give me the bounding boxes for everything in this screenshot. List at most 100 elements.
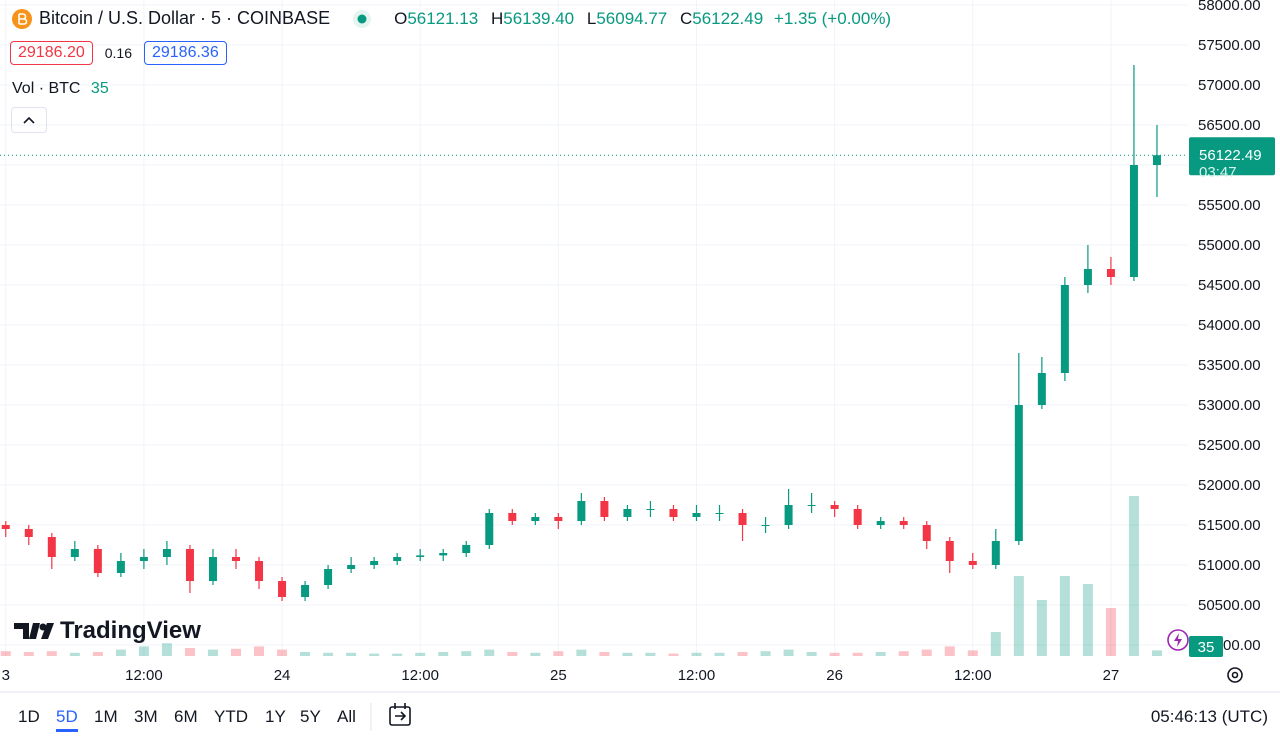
volume-bar	[184, 648, 195, 656]
candle-body	[208, 557, 217, 581]
y-tick-label: 55500.00	[1198, 197, 1261, 214]
clock: 05:46:13 (UTC)	[1150, 707, 1268, 726]
candle-body	[301, 585, 310, 597]
volume-bar	[161, 643, 172, 656]
volume-bar	[1128, 496, 1139, 656]
candle-body	[439, 553, 448, 556]
ohlc-key: C	[679, 8, 693, 28]
candle-body	[623, 509, 632, 517]
volume-bar	[691, 652, 702, 656]
volume-bar	[138, 646, 149, 656]
range-button[interactable]: 1M	[94, 707, 118, 726]
x-tick-label: 12:00	[678, 667, 716, 684]
ohlc-value: 56094.77	[596, 8, 668, 28]
candle-body	[646, 509, 655, 510]
candle-body	[393, 557, 402, 561]
candle-body	[93, 549, 102, 573]
volume-bar	[737, 652, 748, 656]
replay-icon[interactable]	[389, 703, 411, 726]
range-button[interactable]: 5Y	[300, 707, 321, 726]
volume-bar	[990, 632, 1001, 656]
volume-label: Vol · BTC	[12, 80, 81, 97]
volume-value: 35	[90, 80, 109, 97]
volume-bar	[1036, 600, 1047, 656]
candle-body	[1152, 155, 1161, 165]
volume-bar	[0, 651, 11, 656]
candle-body	[508, 513, 517, 521]
candle-body	[370, 561, 379, 565]
candle-body	[669, 509, 678, 517]
volume-bar	[944, 646, 955, 656]
volume-bar	[875, 652, 886, 656]
candle-body	[600, 501, 609, 517]
volume-bar	[484, 649, 495, 656]
range-button[interactable]: 1Y	[265, 707, 286, 726]
ohlc-legend: O56121.13 H56139.40 L56094.77 C56122.49 …	[394, 9, 891, 29]
volume-bar	[277, 649, 288, 656]
range-button[interactable]: 6M	[174, 707, 198, 726]
collapse-button[interactable]	[11, 107, 47, 133]
bid-button[interactable]: 29186.20	[10, 41, 93, 65]
range-button[interactable]: 1D	[18, 707, 40, 726]
candle-body	[1083, 269, 1092, 285]
candle-body	[70, 549, 79, 557]
candle-body	[116, 561, 125, 573]
y-tick-label: 51000.00	[1198, 557, 1261, 574]
volume-bar	[300, 652, 311, 656]
candle-body	[715, 513, 724, 514]
y-tick-label: 57000.00	[1198, 77, 1261, 94]
volume-bar	[783, 649, 794, 656]
candle-body	[24, 529, 33, 537]
symbol-title: Bitcoin / U.S. Dollar · 5 · COINBASE	[39, 8, 331, 28]
volume-bar	[553, 651, 564, 656]
candle-body	[1060, 285, 1069, 373]
candle-body	[554, 517, 563, 521]
ohlc-value: 56121.13	[407, 8, 479, 28]
candle-body	[531, 517, 540, 521]
range-button[interactable]: 3M	[134, 707, 158, 726]
candle-body	[139, 557, 148, 561]
candle-body	[278, 581, 287, 597]
ask-button[interactable]: 29186.36	[143, 41, 227, 65]
volume-bar	[1105, 608, 1116, 656]
bitcoin-icon	[12, 8, 32, 29]
volume-badge-value: 35	[1198, 639, 1215, 656]
volume-bar	[115, 649, 126, 656]
ohlc-key: L	[586, 8, 597, 28]
volume-bar	[760, 651, 771, 656]
volume-bar	[46, 651, 57, 656]
range-button[interactable]: All	[337, 707, 356, 726]
logo[interactable]: TradingView	[14, 617, 201, 645]
logo-text: TradingView	[60, 617, 201, 644]
range-button[interactable]: 5D	[56, 707, 78, 732]
ohlc-key: H	[490, 8, 504, 28]
volume-bar	[1151, 650, 1162, 656]
y-tick-label: 55000.00	[1198, 237, 1261, 254]
change: +1.35 (+0.00%)	[773, 8, 892, 28]
market-status[interactable]	[352, 9, 372, 29]
candle-body	[876, 521, 885, 525]
volume-badge	[1189, 636, 1223, 657]
volume-bar	[207, 649, 218, 656]
y-tick-label: 51500.00	[1198, 517, 1261, 534]
candle-body	[830, 505, 839, 509]
volume-bar	[461, 651, 472, 656]
ohlc-value: 56139.40	[503, 8, 575, 28]
y-tick-label: 56500.00	[1198, 117, 1261, 134]
candle-body	[1129, 165, 1138, 277]
y-tick-label: 54000.00	[1198, 317, 1261, 334]
gear-icon[interactable]	[1227, 667, 1243, 683]
candle-body	[162, 549, 171, 557]
range-button[interactable]: YTD	[214, 707, 248, 726]
candle-body	[255, 561, 264, 581]
volume-bar	[530, 652, 541, 656]
bid-ask: 29186.20 0.16 29186.36	[10, 41, 227, 65]
volume-bar	[254, 646, 265, 656]
logo-icon	[14, 623, 54, 639]
x-tick-label: 24	[274, 667, 291, 684]
volume-bar	[23, 652, 34, 656]
candle-body	[347, 565, 356, 569]
candle-body	[1014, 405, 1023, 541]
alert-icon[interactable]	[1166, 628, 1190, 652]
